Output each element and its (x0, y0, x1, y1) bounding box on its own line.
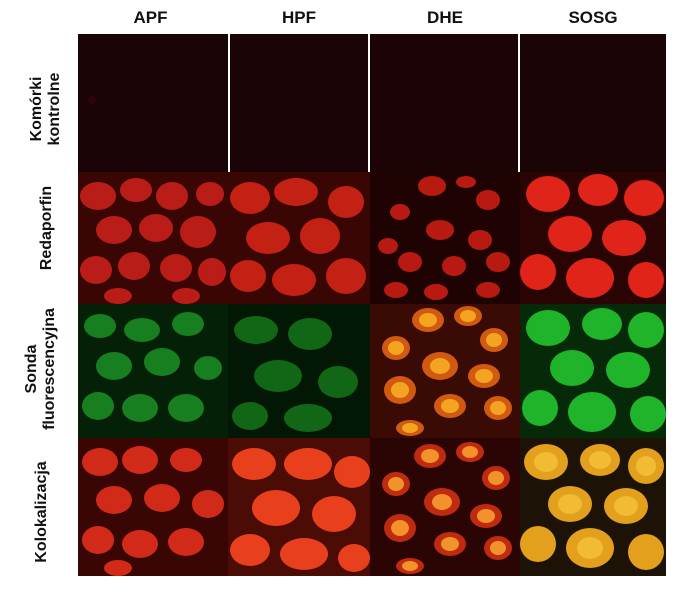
row-label-colocalization: Kolokalizacja (33, 432, 53, 592)
panel-probe-sosg (520, 304, 666, 438)
panel-coloc-hpf (228, 438, 370, 576)
panel-control-apf (78, 34, 228, 172)
panel-probe-apf (78, 304, 228, 438)
row-label-redaporfin-line1: Redaporfin (38, 185, 55, 271)
panel-control-dhe (370, 34, 518, 172)
row-label-redaporfin: Redaporfin (38, 158, 58, 298)
column-header-dhe: DHE (427, 8, 463, 27)
panel-redaporfin-sosg (520, 172, 666, 304)
panel-control-hpf (230, 34, 368, 172)
panel-coloc-apf (78, 438, 228, 576)
panel-redaporfin-dhe (370, 172, 520, 304)
panel-coloc-sosg (520, 438, 666, 576)
column-header-apf: APF (133, 8, 168, 27)
panel-probe-dhe (370, 304, 520, 438)
column-header-hpf: HPF (282, 8, 316, 27)
row-label-colocalization-line1: Kolokalizacja (33, 461, 50, 563)
column-header-sosg: SOSG (568, 8, 618, 27)
panel-redaporfin-hpf (228, 172, 370, 304)
panel-redaporfin-apf (78, 172, 228, 304)
panel-control-sosg (520, 34, 666, 172)
panel-probe-hpf (228, 304, 370, 438)
panel-coloc-dhe (370, 438, 520, 576)
